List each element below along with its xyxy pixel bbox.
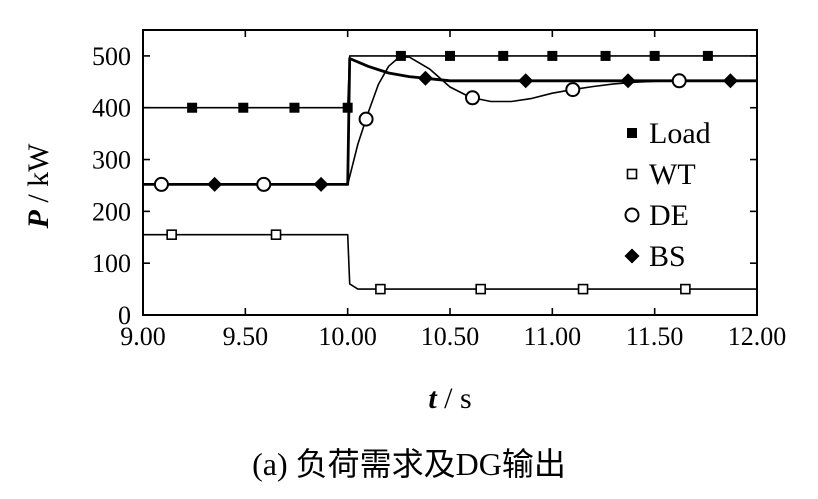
y-axis-unit: / kW	[22, 143, 55, 210]
series-marker-load	[289, 102, 300, 113]
series-marker-de	[671, 73, 687, 89]
series-line-bs	[143, 57, 757, 186]
series-marker-de	[565, 82, 581, 98]
legend: Load WT DE BS	[624, 117, 711, 273]
y-tick-label: 500	[92, 42, 131, 71]
series-marker-de	[358, 111, 374, 127]
series-marker-de	[465, 90, 481, 106]
legend-marker-load	[627, 128, 637, 138]
series-marker-de	[256, 176, 272, 192]
x-tick-label: 11.50	[626, 322, 684, 351]
series-marker-wt	[680, 283, 691, 295]
series-marker-bs	[207, 176, 223, 192]
series-marker-load	[649, 50, 660, 61]
x-tick-label: 11.00	[524, 322, 582, 351]
series-marker-bs	[313, 176, 329, 192]
y-tick-label: 300	[92, 146, 131, 175]
series-marker-load	[702, 50, 713, 61]
series-marker-bs	[417, 70, 433, 86]
series-marker-wt	[475, 283, 487, 295]
x-axis-unit: / s	[437, 382, 472, 415]
legend-label-wt: WT	[649, 158, 696, 191]
series-marker-load	[547, 50, 558, 61]
y-tick-label: 200	[92, 197, 131, 226]
series-marker-load	[342, 102, 353, 113]
axis-ticks: 9.00 9.50 10.00 10.50 11.00 11.50 12.00 0 100 200…	[92, 30, 786, 351]
x-tick-label: 9.50	[223, 322, 269, 351]
legend-label-de: DE	[649, 199, 689, 232]
y-axis-var: P	[22, 209, 55, 229]
series-marker-bs	[518, 73, 534, 89]
series-marker-wt	[375, 283, 386, 295]
x-axis-var: t	[428, 382, 438, 415]
series-marker-load	[395, 50, 406, 61]
series-marker-load	[187, 102, 198, 113]
legend-label-load: Load	[649, 117, 711, 150]
figure-caption: (a) 负荷需求及DG输出	[252, 446, 566, 482]
series-marker-bs	[620, 73, 636, 89]
y-tick-label: 100	[92, 249, 131, 278]
series-marker-de	[153, 176, 169, 192]
y-axis-label: P / kW	[22, 143, 55, 230]
x-tick-label: 12.00	[728, 322, 787, 351]
series-marker-load	[445, 50, 455, 61]
series-marker-wt	[166, 229, 177, 240]
series-marker-wt	[577, 283, 589, 295]
series-marker-load	[600, 50, 611, 61]
y-tick-label: 0	[118, 301, 131, 330]
x-tick-label: 10.50	[421, 322, 480, 351]
x-tick-label: 10.00	[318, 322, 377, 351]
series-marker-load	[238, 102, 249, 113]
legend-marker-de	[624, 207, 640, 223]
series-marker-bs	[722, 73, 738, 89]
x-axis-label: t / s	[428, 382, 471, 415]
x-tick-label: 9.00	[120, 322, 166, 351]
plot-markers	[153, 50, 738, 295]
series-marker-load	[498, 50, 509, 61]
y-tick-label: 400	[92, 94, 131, 123]
legend-marker-wt	[626, 168, 638, 180]
series-marker-wt	[270, 229, 282, 240]
legend-label-bs: BS	[649, 240, 686, 273]
legend-marker-bs	[624, 248, 640, 264]
